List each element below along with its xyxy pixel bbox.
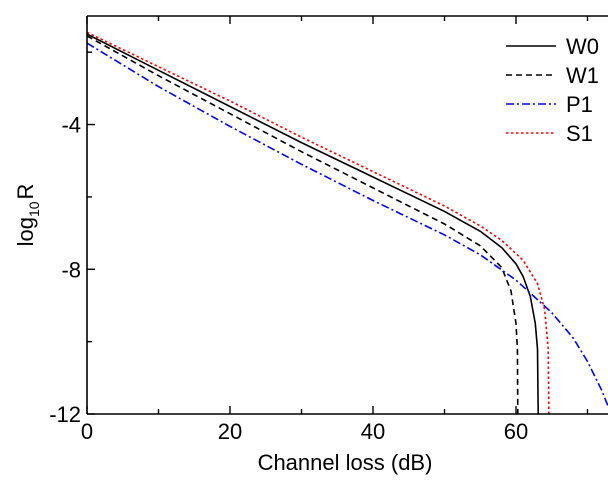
x-tick-label: 0 — [81, 419, 93, 444]
y-axis-title: log10R — [13, 184, 42, 247]
series-line-w0 — [87, 33, 539, 414]
x-tick-label: 40 — [361, 419, 385, 444]
y-tick-label: -4 — [61, 113, 81, 138]
x-axis-title: Channel loss (dB) — [258, 450, 433, 475]
y-axis-title-subscript: 10 — [26, 201, 42, 217]
legend: W0 W1 P1 S1 — [506, 34, 599, 146]
svg-text:log10R: log10R — [13, 184, 42, 247]
x-tick-label: 20 — [218, 419, 242, 444]
x-tick-label: 60 — [504, 419, 528, 444]
y-axis-title-base: log — [13, 217, 38, 246]
plot-area — [87, 31, 608, 414]
legend-label-w1: W1 — [566, 63, 599, 88]
y-axis-title-var: R — [13, 184, 38, 200]
y-tick-label: -12 — [49, 402, 81, 427]
legend-label-p1: P1 — [566, 92, 593, 117]
series-line-p1 — [87, 42, 608, 409]
y-tick-label: -8 — [61, 257, 81, 282]
axes — [86, 15, 608, 415]
tick-labels: 0 20 40 60 -4 -8 -12 — [49, 113, 528, 444]
legend-label-w0: W0 — [566, 34, 599, 59]
series-line-s1 — [87, 31, 550, 414]
series-line-w1 — [87, 35, 519, 414]
legend-label-s1: S1 — [566, 121, 593, 146]
